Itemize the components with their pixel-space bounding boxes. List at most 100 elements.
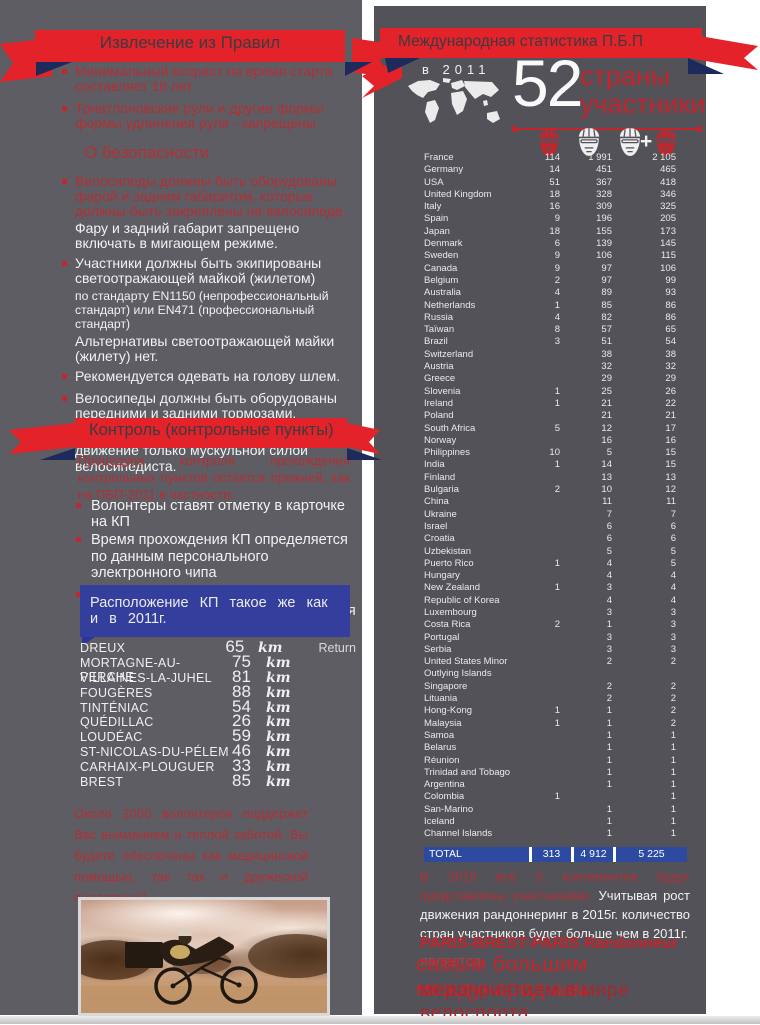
men-count: 6 (606, 533, 612, 545)
men-count: 4 (606, 570, 612, 582)
men-count: 1 (606, 803, 612, 815)
women-count (534, 570, 560, 582)
women-count (534, 349, 560, 361)
men-count: 21 (601, 410, 612, 422)
total-count: 2 (670, 705, 676, 717)
men-count: 21 (601, 397, 612, 409)
men-count: 5 (606, 545, 612, 557)
men-count: 3 (606, 606, 612, 618)
men-count: 12 (601, 422, 612, 434)
men-count: 51 (601, 336, 612, 348)
km-unit: km (266, 714, 291, 731)
bullet-square-icon (62, 261, 67, 267)
total-row: TOTAL 313 4 912 5 225 (424, 847, 687, 862)
checkpoint-row: DREUX 65 km Return (80, 637, 356, 656)
women-count (534, 681, 560, 693)
women-count (534, 742, 560, 754)
km-unit: km (266, 744, 291, 761)
control-item: Время прохождения КП определяется по дан… (72, 532, 360, 581)
country-name: Trinidad and Tobago (424, 766, 511, 778)
range-arrow (512, 125, 702, 133)
women-count: 2 (554, 484, 560, 496)
country-name: Australia (424, 287, 461, 299)
total-count: 1 (670, 766, 676, 778)
km-unit: km (266, 669, 291, 686)
table-row: Greece 29 29 (424, 373, 676, 385)
checkpoint-distance: 59 (232, 726, 251, 746)
country-name: Philippines (424, 447, 470, 459)
women-count (534, 595, 560, 607)
women-count (534, 533, 560, 545)
country-name: India (424, 459, 445, 471)
women-count (534, 779, 560, 791)
men-count: 196 (596, 213, 612, 225)
men-count: 1 (606, 816, 612, 828)
table-row: Malaysia 1 1 2 (424, 718, 676, 730)
total-count: 99 (665, 274, 676, 286)
rule-text: О безопасности (84, 143, 210, 163)
total-count: 21 (665, 410, 676, 422)
women-count: 9 (554, 250, 560, 262)
country-name: Croatia (424, 533, 455, 545)
women-count (534, 816, 560, 828)
total-count: 1 (670, 803, 676, 815)
country-name: Ireland (424, 397, 454, 409)
table-row: Republic of Korea 4 4 (424, 595, 676, 607)
table-row: Sweden 9 106 115 (424, 250, 676, 262)
checkpoint-distance: 33 (232, 756, 251, 776)
table-row: United Kingdom 18 328 346 (424, 189, 676, 201)
table-row: Costa Rica 2 1 3 (424, 619, 676, 631)
country-name: United States Minor Outlying Islands (424, 656, 508, 680)
table-row: Denmark 6 139 145 (424, 238, 676, 250)
men-count: 2 (606, 693, 612, 705)
country-name: United Kingdom (424, 188, 492, 200)
women-count: 18 (549, 188, 560, 200)
country-name: Hong-Kong (424, 705, 473, 717)
total-count: 173 (660, 225, 676, 237)
women-count (534, 804, 560, 816)
checkpoint-distance: 85 (232, 771, 251, 791)
rule-item: Велосипеды должны быть оборудованы перед… (62, 390, 360, 423)
total-count: 346 (660, 188, 676, 200)
total-count: 325 (660, 201, 676, 213)
slogan-line-1: самым большим международным (416, 952, 589, 1001)
checkpoint-name: VILLAINES-LA-JUHEL (80, 670, 212, 685)
men-count: 3 (606, 582, 612, 594)
forecast-red-text: В 2015 все 5 континентов будут представл… (420, 869, 690, 903)
table-row: Lituania 2 2 (424, 693, 676, 705)
total-count: 1 (670, 729, 676, 741)
country-name: Germany (424, 164, 464, 176)
total-count: 6 (670, 533, 676, 545)
men-count: 1 (606, 766, 612, 778)
km-unit: km (266, 699, 291, 716)
country-name: Lituania (424, 693, 458, 705)
table-row: Canada 9 97 106 (424, 263, 676, 275)
table-row: Portugal 3 3 (424, 632, 676, 644)
plus-sign: + (640, 130, 653, 153)
checkpoint-row: LOUDÉAC 59 km (80, 726, 356, 745)
total-count: 86 (665, 299, 676, 311)
women-count (534, 656, 560, 681)
world-map-icon (408, 78, 500, 123)
total-count: 17 (665, 422, 676, 434)
table-row: Israel 6 6 (424, 521, 676, 533)
km-unit: km (266, 759, 291, 776)
country-name: Netherlands (424, 299, 476, 311)
men-count (560, 791, 612, 803)
women-count: 2 (554, 619, 560, 631)
rule-item: Участники должны быть экипированы светоо… (62, 256, 360, 364)
men-count: 106 (596, 250, 612, 262)
men-count: 32 (601, 361, 612, 373)
pbp-randonneur-line: PARIS-BREST-PARIS Randonneur является (420, 935, 679, 970)
country-name: Switzerland (424, 348, 474, 360)
country-name: Serbia (424, 643, 452, 655)
stats-ribbon (362, 28, 758, 98)
rule-item: Триатлоновские рули и другие формы формы… (62, 101, 360, 133)
men-count: 155 (596, 225, 612, 237)
men-count: 97 (601, 262, 612, 274)
recumbent-bike-photo (78, 897, 330, 1016)
total-count: 15 (665, 447, 676, 459)
checkpoint-name: BREST (80, 775, 124, 790)
table-row: South Africa 5 12 17 (424, 423, 676, 435)
total-count: 2 (670, 680, 676, 692)
